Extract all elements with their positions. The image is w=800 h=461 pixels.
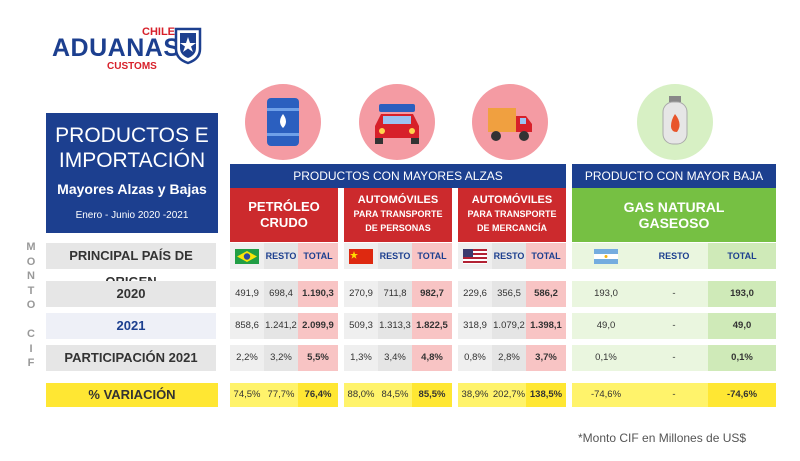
cell-total: 1.190,3 — [298, 281, 338, 307]
gas-circle — [637, 84, 713, 160]
truck-circle — [472, 84, 548, 160]
product-name-autos-personas: AUTOMÓVILES PARA TRANSPORTE DE PERSONAS — [344, 188, 452, 242]
cell-value: - — [640, 281, 708, 307]
cell-value: - — [640, 383, 708, 407]
col-total: TOTAL — [298, 243, 338, 269]
cell-value: 3,4% — [378, 345, 412, 371]
row-label-variacion: % VARIACIÓN — [46, 383, 218, 407]
col-resto: RESTO — [640, 243, 708, 269]
cell-total: 0,1% — [708, 345, 776, 371]
cell-value: 318,9 — [458, 313, 492, 339]
logo-chile-text: CHILE — [142, 26, 175, 38]
cell-value: 698,4 — [264, 281, 298, 307]
row-label-participacion: PARTICIPACIÓN 2021 — [46, 345, 216, 371]
row-label-2020: 2020 — [46, 281, 216, 307]
cell-total: 76,4% — [298, 383, 338, 407]
cell-value: 1.313,3 — [378, 313, 412, 339]
cell-value: 2,8% — [492, 345, 526, 371]
customs-shield-icon — [174, 27, 202, 65]
col-resto: RESTO — [264, 243, 298, 269]
cell-value: 270,9 — [344, 281, 378, 307]
cell-value: 49,0 — [572, 313, 640, 339]
cell-value: 858,6 — [230, 313, 264, 339]
car-icon — [375, 104, 419, 144]
alzas-header: PRODUCTOS CON MAYORES ALZAS — [230, 164, 566, 188]
cell-total: 586,2 — [526, 281, 566, 307]
argentina-flag-icon — [594, 249, 618, 264]
truck-icon — [488, 108, 532, 141]
cell-value: 229,6 — [458, 281, 492, 307]
cell-value: - — [640, 313, 708, 339]
cell-total: 2.099,9 — [298, 313, 338, 339]
origin-flag-cell — [572, 243, 640, 269]
cell-total: 1.822,5 — [412, 313, 452, 339]
product-name-petroleo: PETRÓLEO CRUDO — [230, 188, 338, 242]
cell-total: 5,5% — [298, 345, 338, 371]
cell-total: 85,5% — [412, 383, 452, 407]
row-label-2021: 2021 — [46, 313, 216, 339]
cell-value: 0,1% — [572, 345, 640, 371]
baja-header: PRODUCTO CON MAYOR BAJA — [572, 164, 776, 188]
cell-total: 193,0 — [708, 281, 776, 307]
period-text: Enero - Junio 2020 -2021 — [75, 210, 189, 221]
cell-value: 84,5% — [378, 383, 412, 407]
cell-value: -74,6% — [572, 383, 640, 407]
origin-flag-cell — [230, 243, 264, 269]
row-label-origin: PRINCIPAL PAÍS DE ORIGEN — [46, 243, 216, 289]
cell-value: 1.241,2 — [264, 313, 298, 339]
cell-value: 202,7% — [492, 383, 526, 407]
car-circle — [359, 84, 435, 160]
col-total: TOTAL — [526, 243, 566, 269]
logo-customs-text: CUSTOMS — [107, 61, 157, 72]
cell-total: 3,7% — [526, 345, 566, 371]
cell-value: - — [640, 345, 708, 371]
title-panel: PRODUCTOS E IMPORTACIÓN Mayores Alzas y … — [46, 113, 218, 233]
cell-total: 49,0 — [708, 313, 776, 339]
oil-circle — [245, 84, 321, 160]
origin-flag-cell — [458, 243, 492, 269]
cell-value: 711,8 — [378, 281, 412, 307]
cell-total: 138,5% — [526, 383, 566, 407]
cell-value: 0,8% — [458, 345, 492, 371]
cell-value: 509,3 — [344, 313, 378, 339]
cell-value: 2,2% — [230, 345, 264, 371]
cell-value: 491,9 — [230, 281, 264, 307]
origin-flag-cell — [344, 243, 378, 269]
cell-value: 3,2% — [264, 345, 298, 371]
cell-value: 74,5% — [230, 383, 264, 407]
page-subtitle: Mayores Alzas y Bajas — [57, 181, 207, 197]
cell-value: 1.079,2 — [492, 313, 526, 339]
col-total: TOTAL — [708, 243, 776, 269]
cell-value: 356,5 — [492, 281, 526, 307]
col-resto: RESTO — [378, 243, 412, 269]
cell-total: -74,6% — [708, 383, 776, 407]
page-title: PRODUCTOS E IMPORTACIÓN — [55, 124, 209, 172]
cell-total: 1.398,1 — [526, 313, 566, 339]
cell-total: 4,8% — [412, 345, 452, 371]
cell-value: 77,7% — [264, 383, 298, 407]
oil-barrel-icon — [267, 98, 299, 146]
cell-value: 1,3% — [344, 345, 378, 371]
product-name-autos-mercancia: AUTOMÓVILES PARA TRANSPORTE DE MERCANCÍA — [458, 188, 566, 242]
usa-flag-icon — [463, 249, 487, 264]
cell-value: 38,9% — [458, 383, 492, 407]
china-flag-icon — [349, 249, 373, 264]
brazil-flag-icon — [235, 249, 259, 264]
product-name-gas: GAS NATURAL GASEOSO — [572, 188, 776, 242]
gas-cylinder-icon — [662, 96, 688, 145]
footnote: *Monto CIF en Millones de US$ — [578, 431, 747, 445]
cell-total: 982,7 — [412, 281, 452, 307]
col-total: TOTAL — [412, 243, 452, 269]
cell-value: 193,0 — [572, 281, 640, 307]
logo-aduanas-text: ADUANAS — [52, 34, 181, 62]
cell-value: 88,0% — [344, 383, 378, 407]
col-resto: RESTO — [492, 243, 526, 269]
